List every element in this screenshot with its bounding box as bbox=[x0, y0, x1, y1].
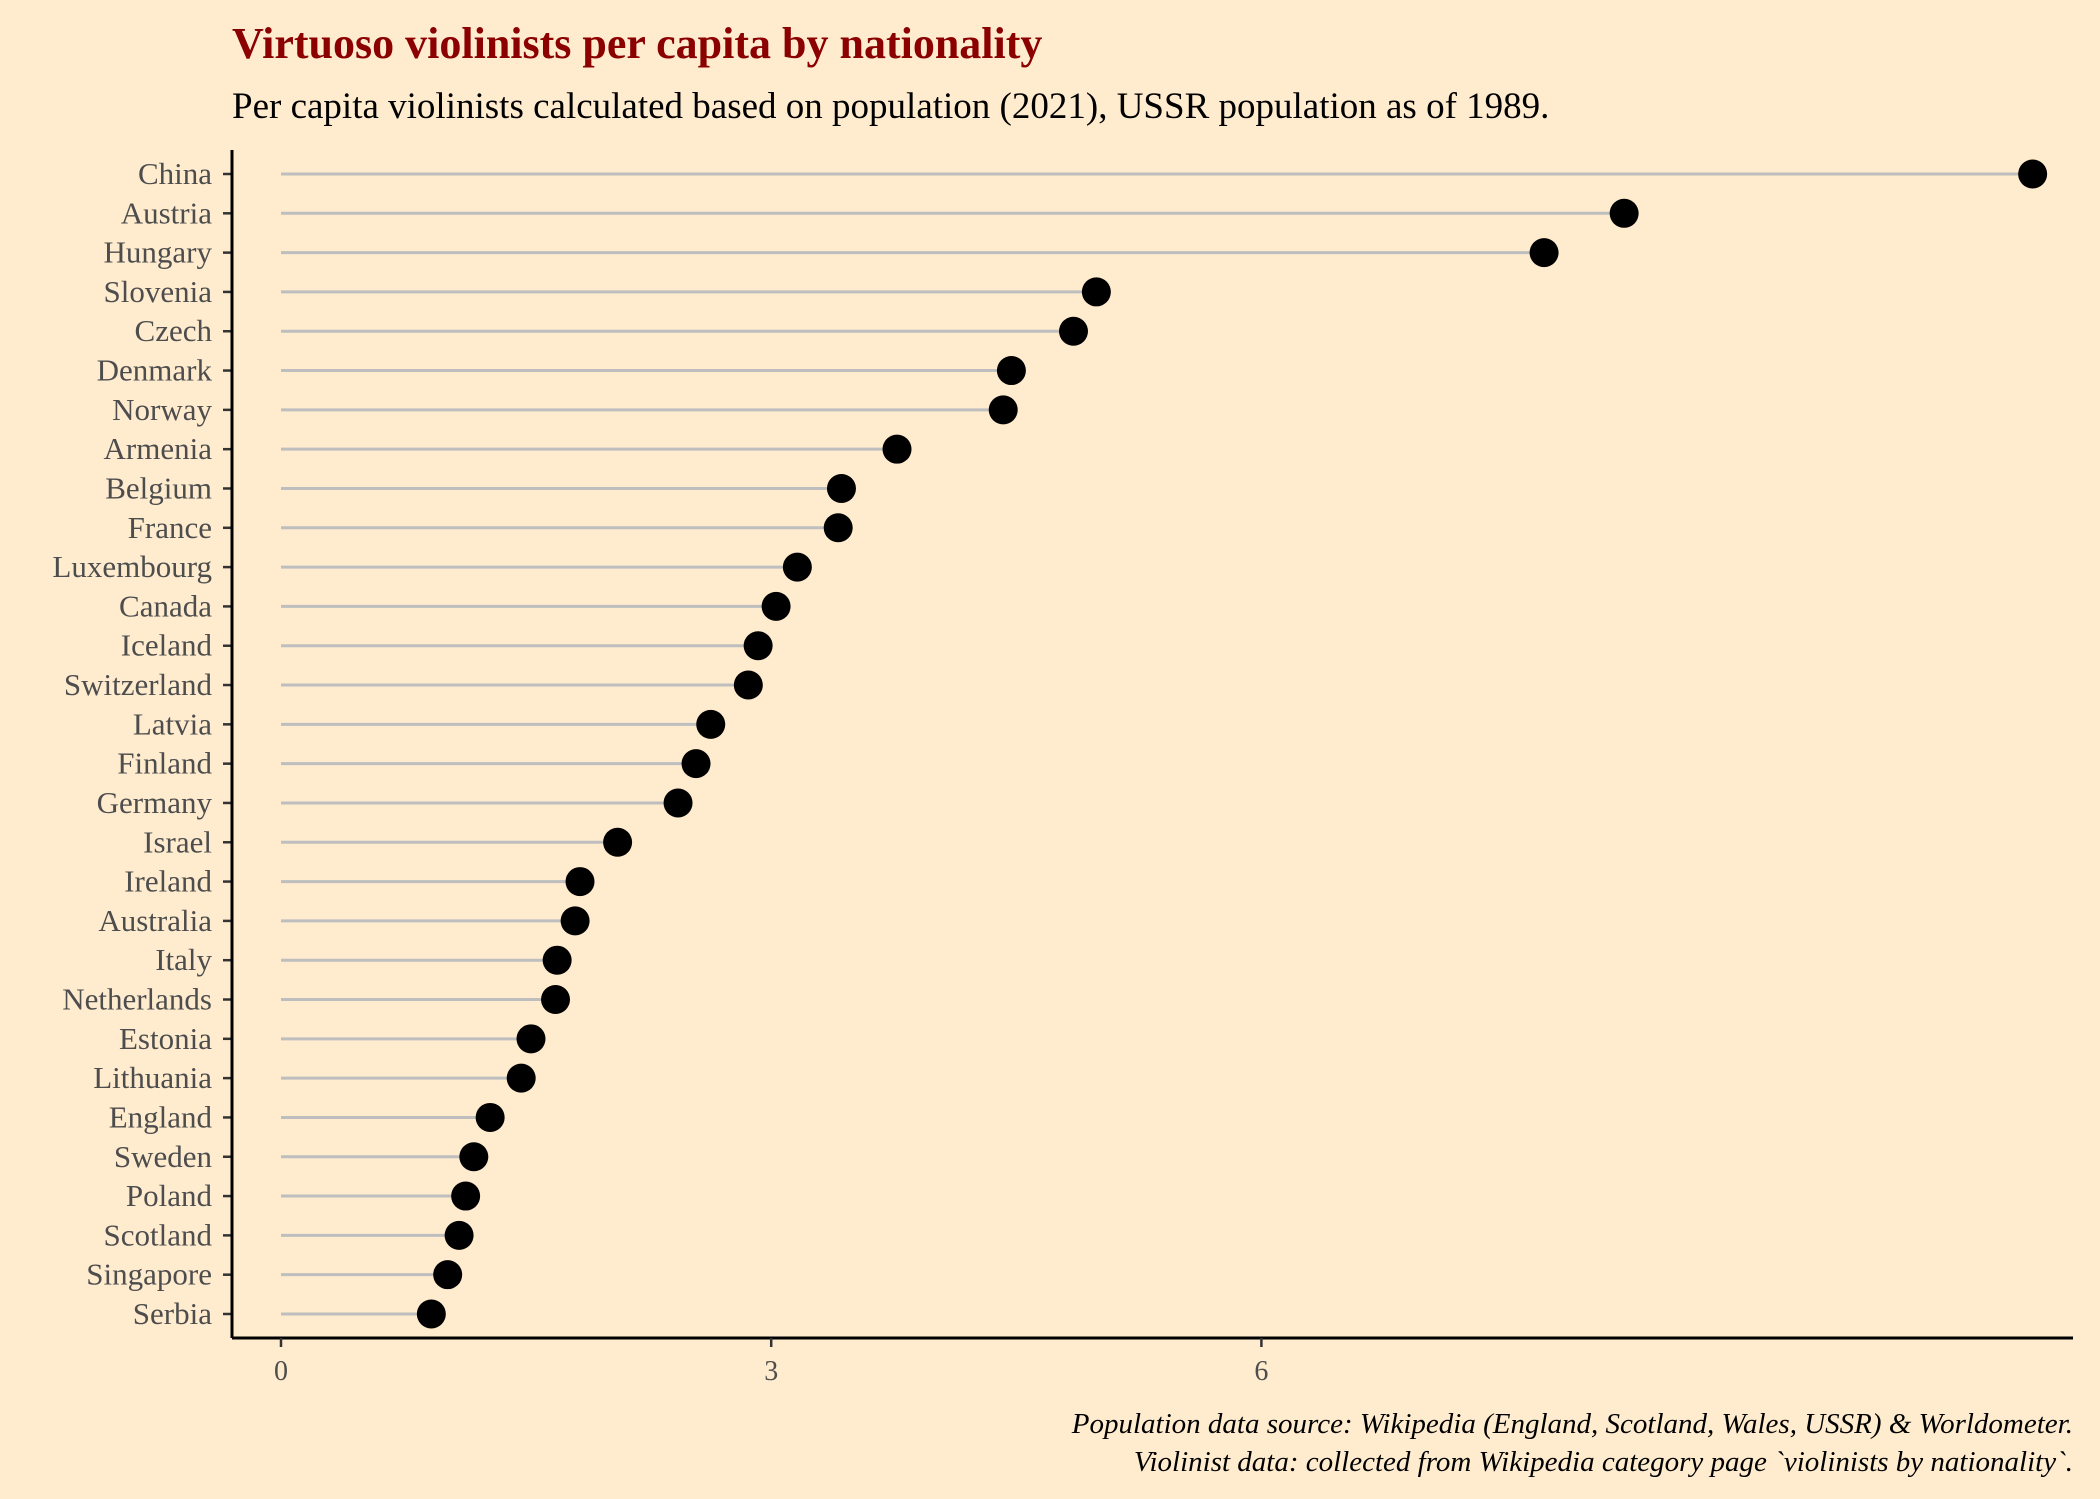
point-belgium bbox=[826, 473, 856, 503]
x-axis: 0 3 6 bbox=[232, 1336, 2073, 1387]
y-tick-label-switzerland: Switzerland bbox=[64, 667, 213, 702]
point-canada bbox=[761, 591, 791, 621]
caption-line-2: Violinist data: collected from Wikipedia… bbox=[1134, 1446, 2073, 1478]
y-tick-label-armenia: Armenia bbox=[104, 431, 213, 466]
point-luxembourg bbox=[782, 552, 812, 582]
y-tick-label-lithuania: Lithuania bbox=[93, 1060, 212, 1095]
y-tick-label-luxembourg: Luxembourg bbox=[52, 549, 212, 584]
point-switzerland bbox=[733, 670, 763, 700]
y-tick-label-england: England bbox=[109, 1099, 213, 1134]
point-norway bbox=[988, 395, 1018, 425]
caption-line-1: Population data source: Wikipedia (Engla… bbox=[1071, 1408, 2073, 1440]
point-armenia bbox=[882, 434, 912, 464]
point-germany bbox=[663, 788, 693, 818]
y-tick-label-belgium: Belgium bbox=[105, 470, 212, 505]
point-slovenia bbox=[1081, 277, 1111, 307]
point-china bbox=[2018, 159, 2048, 189]
y-tick-label-china: China bbox=[138, 156, 212, 191]
y-tick-label-scotland: Scotland bbox=[104, 1217, 213, 1252]
y-tick-label-czech: Czech bbox=[135, 313, 213, 348]
y-tick-label-norway: Norway bbox=[112, 392, 212, 427]
chart-subtitle: Per capita violinists calculated based o… bbox=[232, 86, 1549, 127]
point-hungary bbox=[1529, 238, 1559, 268]
lollipop-segments bbox=[281, 172, 2033, 1316]
point-czech bbox=[1058, 316, 1088, 346]
y-tick-label-denmark: Denmark bbox=[97, 353, 213, 388]
y-tick-label-france: France bbox=[128, 510, 212, 545]
point-austria bbox=[1609, 198, 1639, 228]
y-tick-label-finland: Finland bbox=[117, 746, 212, 781]
point-serbia bbox=[416, 1299, 446, 1329]
y-tick-label-netherlands: Netherlands bbox=[62, 982, 212, 1017]
point-iceland bbox=[743, 631, 773, 661]
y-tick-label-iceland: Iceland bbox=[121, 628, 213, 663]
point-estonia bbox=[516, 1024, 546, 1054]
point-latvia bbox=[696, 709, 726, 739]
x-tick-label-0: 0 bbox=[274, 1356, 288, 1387]
data-points bbox=[416, 159, 2048, 1329]
point-denmark bbox=[996, 356, 1026, 386]
point-singapore bbox=[433, 1260, 463, 1290]
y-tick-label-hungary: Hungary bbox=[104, 235, 213, 270]
y-tick-label-latvia: Latvia bbox=[133, 706, 212, 741]
y-tick-label-italy: Italy bbox=[155, 942, 212, 977]
point-sweden bbox=[459, 1142, 489, 1172]
chart-title: Virtuoso violinists per capita by nation… bbox=[232, 19, 1042, 68]
point-finland bbox=[681, 749, 711, 779]
point-lithuania bbox=[506, 1063, 536, 1093]
point-poland bbox=[451, 1181, 481, 1211]
y-tick-label-slovenia: Slovenia bbox=[104, 274, 213, 309]
y-tick-label-serbia: Serbia bbox=[133, 1296, 212, 1331]
y-tick-label-germany: Germany bbox=[97, 785, 213, 820]
point-israel bbox=[603, 827, 633, 857]
y-tick-label-sweden: Sweden bbox=[114, 1139, 213, 1174]
point-netherlands bbox=[541, 985, 571, 1015]
y-tick-label-ireland: Ireland bbox=[124, 864, 212, 899]
y-axis: China Austria Hungary Slovenia Czech Denmark N… bbox=[52, 150, 234, 1338]
y-tick-label-austria: Austria bbox=[121, 195, 213, 230]
point-france bbox=[823, 513, 853, 543]
x-tick-label-6: 6 bbox=[1254, 1356, 1268, 1387]
y-tick-label-australia: Australia bbox=[98, 903, 212, 938]
point-ireland bbox=[565, 867, 595, 897]
point-australia bbox=[560, 906, 590, 936]
y-tick-label-estonia: Estonia bbox=[119, 1021, 212, 1056]
point-scotland bbox=[444, 1220, 474, 1250]
point-england bbox=[475, 1102, 505, 1132]
y-tick-label-singapore: Singapore bbox=[86, 1257, 212, 1292]
x-tick-label-3: 3 bbox=[764, 1356, 778, 1387]
y-tick-label-canada: Canada bbox=[119, 588, 212, 623]
y-tick-label-poland: Poland bbox=[126, 1178, 213, 1213]
point-italy bbox=[542, 945, 572, 975]
y-tick-label-israel: Israel bbox=[143, 824, 212, 859]
